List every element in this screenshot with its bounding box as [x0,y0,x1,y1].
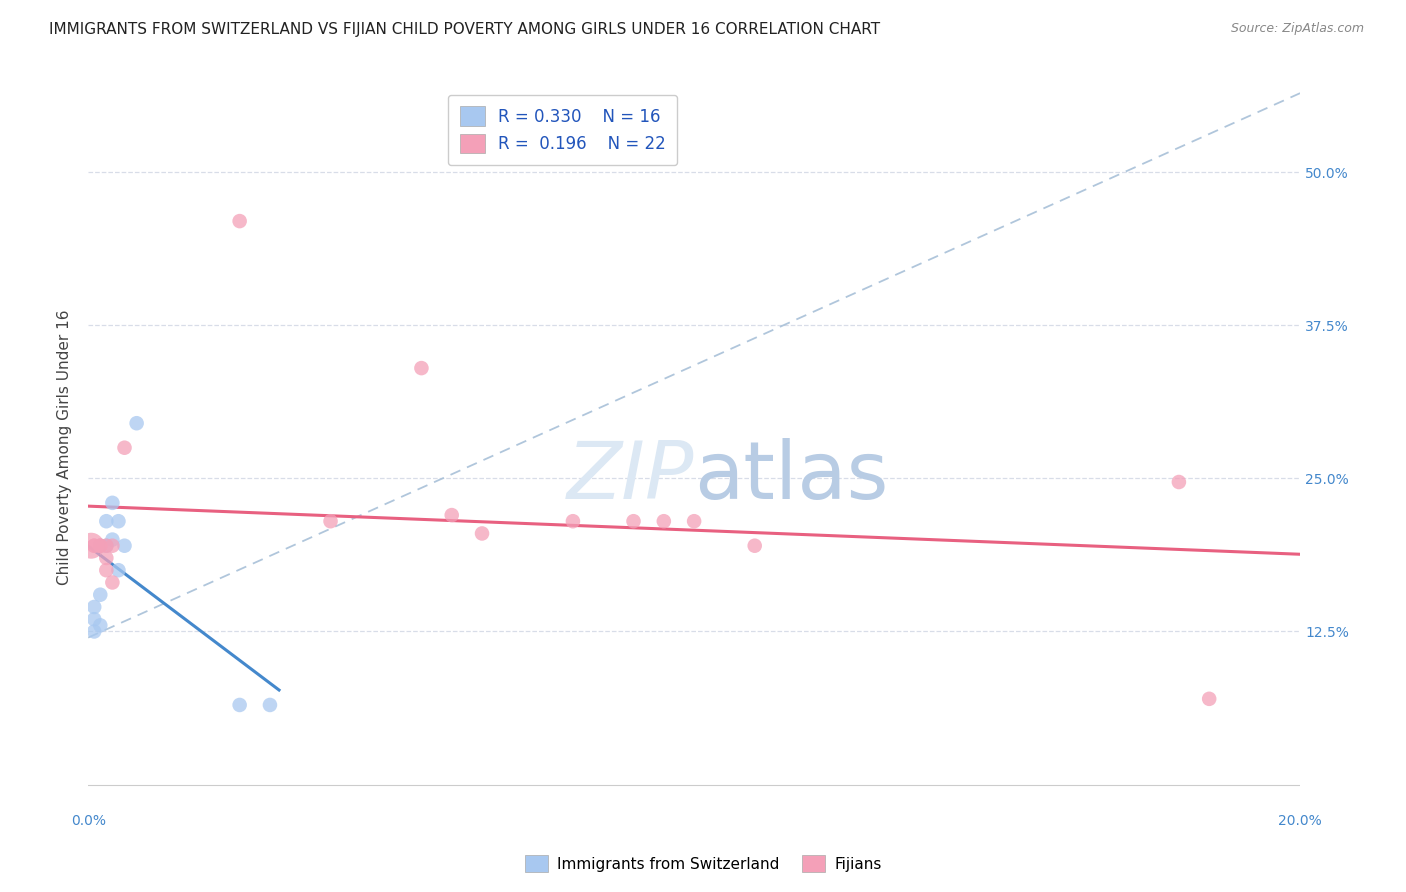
Point [101,496,124,510]
Legend: Immigrants from Switzerland, Fijians: Immigrants from Switzerland, Fijians [517,847,889,880]
Point [114,441,136,455]
Point [411,361,433,376]
Point [125,416,148,430]
Point [1167,475,1189,489]
Point [471,526,494,541]
Point [1198,691,1220,706]
Point [107,563,129,577]
Point [83,599,105,614]
Point [96,514,118,528]
Text: Source: ZipAtlas.com: Source: ZipAtlas.com [1230,22,1364,36]
Point [89,618,111,632]
Point [561,514,583,528]
Point [96,563,118,577]
Point [683,514,706,528]
Point [89,539,111,553]
Point [744,539,766,553]
Point [228,214,250,228]
Point [259,698,281,712]
Point [83,612,105,626]
Point [83,539,105,553]
Text: ZIP: ZIP [567,438,695,516]
Point [107,514,129,528]
Point [89,588,111,602]
Point [89,539,111,553]
Point [228,698,250,712]
Point [80,539,103,553]
Point [623,514,645,528]
Legend: R = 0.330    N = 16, R =  0.196    N = 22: R = 0.330 N = 16, R = 0.196 N = 22 [449,95,678,165]
Point [96,539,118,553]
Point [101,539,124,553]
Point [83,539,105,553]
Point [96,539,118,553]
Point [101,533,124,547]
Point [83,624,105,639]
Y-axis label: Child Poverty Among Girls Under 16: Child Poverty Among Girls Under 16 [58,310,72,585]
Point [114,539,136,553]
Text: IMMIGRANTS FROM SWITZERLAND VS FIJIAN CHILD POVERTY AMONG GIRLS UNDER 16 CORRELA: IMMIGRANTS FROM SWITZERLAND VS FIJIAN CH… [49,22,880,37]
Point [101,575,124,590]
Point [96,551,118,566]
Point [652,514,675,528]
Point [319,514,342,528]
Point [89,539,111,553]
Text: atlas: atlas [695,438,889,516]
Point [440,508,463,522]
